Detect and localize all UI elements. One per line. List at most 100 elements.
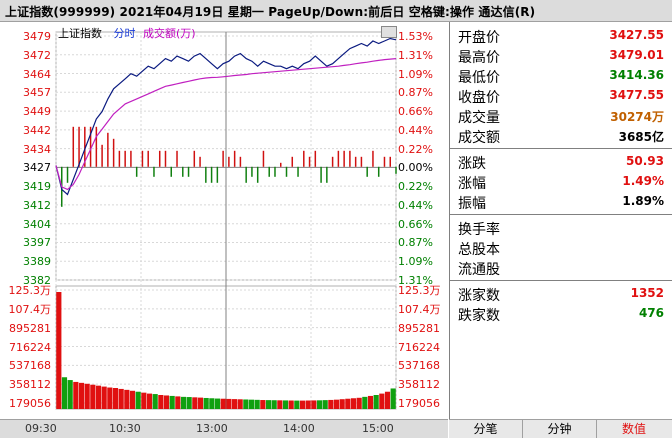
quote-label: 流通股 bbox=[458, 262, 500, 278]
time-tick-label: 15:00 bbox=[362, 422, 394, 435]
price-axis-label: 3419 bbox=[23, 180, 51, 194]
quote-row-amplitude: 振幅 1.89% bbox=[450, 192, 667, 212]
quote-value: 1352 bbox=[630, 286, 664, 300]
time-tick-label: 09:30 bbox=[25, 422, 57, 435]
quote-row-float-shares: 流通股 bbox=[450, 258, 667, 278]
time-tick-label: 10:30 bbox=[109, 422, 141, 435]
quote-label: 最高价 bbox=[458, 50, 500, 66]
quote-row-volume: 成交量 30274万 bbox=[450, 106, 667, 126]
quote-value: 1.89% bbox=[622, 194, 664, 208]
chart-canvas[interactable] bbox=[0, 22, 448, 419]
quote-row-close: 收盘价 3477.55 bbox=[450, 86, 667, 106]
volume-axis-label: 125.3万 bbox=[8, 284, 52, 297]
quote-value: 3685亿 bbox=[618, 130, 664, 144]
volume-axis-label: 358112 bbox=[9, 378, 51, 392]
price-axis-label: 3434 bbox=[23, 142, 51, 156]
time-tick-label: 14:00 bbox=[283, 422, 315, 435]
divider bbox=[450, 148, 672, 149]
price-axis-label: 3389 bbox=[23, 255, 51, 269]
volume-axis-label: 107.4万 bbox=[8, 302, 52, 316]
quote-label: 总股本 bbox=[458, 242, 500, 258]
price-axis-label: 3382 bbox=[23, 274, 51, 287]
price-axis-label: 3464 bbox=[23, 67, 51, 81]
chart-legend: 上证指数 分时 成交额(万) bbox=[58, 25, 196, 41]
quote-row-down-count: 跌家数 476 bbox=[450, 304, 667, 324]
quote-value: 1.49% bbox=[622, 174, 664, 188]
quote-panel: 开盘价 3427.55 最高价 3479.01 最低价 3414.36 收盘价 … bbox=[449, 22, 672, 419]
volume-axis-label-right: 358112 bbox=[398, 378, 440, 392]
price-line bbox=[55, 58, 397, 191]
divider bbox=[450, 214, 672, 215]
quote-value: 476 bbox=[638, 306, 664, 320]
volume-axis-label: 537168 bbox=[9, 359, 51, 373]
quote-label: 最低价 bbox=[458, 70, 500, 86]
price-axis-label: 3449 bbox=[23, 105, 51, 119]
quote-value: 3414.36 bbox=[609, 68, 664, 82]
price-axis-label: 3479 bbox=[23, 30, 51, 43]
window-title: 上证指数(999999) 2021年04月19日 星期一 PageUp/Down… bbox=[5, 5, 536, 19]
quote-value: 50.93 bbox=[626, 154, 664, 168]
title-bar: 上证指数(999999) 2021年04月19日 星期一 PageUp/Down… bbox=[0, 0, 672, 22]
quote-row-total-shares: 总股本 bbox=[450, 238, 667, 258]
quote-label: 跌家数 bbox=[458, 308, 500, 324]
pct-axis-label: 0.87% bbox=[398, 86, 433, 100]
quote-label: 收盘价 bbox=[458, 90, 500, 106]
quote-row-high: 最高价 3479.01 bbox=[450, 46, 667, 66]
quote-label: 成交额 bbox=[458, 130, 500, 146]
time-axis: 09:30 10:30 13:00 14:00 15:00 bbox=[0, 419, 448, 438]
price-axis-label: 3457 bbox=[23, 86, 51, 100]
volume-axis-label-right: 107.4万 bbox=[398, 302, 441, 316]
tab-minutes[interactable]: 分钟 bbox=[523, 420, 597, 438]
intraday-chart[interactable]: 上证指数 分时 成交额(万) 3479 1.53% 3472 1.31% 3464 1.0… bbox=[0, 22, 448, 419]
quote-value: 30274万 bbox=[610, 110, 664, 124]
volume-axis-label-right: 895281 bbox=[398, 321, 440, 335]
pct-axis-label: 0.44% bbox=[398, 123, 433, 137]
legend-mode: 分时 bbox=[113, 27, 136, 40]
chart-scroll-button[interactable] bbox=[381, 26, 397, 38]
pct-axis-label: 0.22% bbox=[398, 180, 433, 194]
pct-axis-label: 0.87% bbox=[398, 236, 433, 250]
quote-row-pct: 涨幅 1.49% bbox=[450, 172, 667, 192]
quote-label: 涨家数 bbox=[458, 288, 500, 304]
quote-row-up-count: 涨家数 1352 bbox=[450, 284, 667, 304]
quote-value: 3479.01 bbox=[609, 48, 664, 62]
volume-axis-label: 716224 bbox=[9, 340, 51, 354]
pct-axis-label: 1.31% bbox=[398, 48, 433, 62]
quote-label: 涨幅 bbox=[458, 176, 486, 192]
pct-axis-label: 0.66% bbox=[398, 105, 433, 119]
pct-axis-label: 0.44% bbox=[398, 198, 433, 212]
volume-axis-label-right: 537168 bbox=[398, 359, 440, 373]
price-axis-label: 3442 bbox=[23, 123, 51, 137]
quote-label: 换手率 bbox=[458, 222, 500, 238]
volume-axis-label-right: 179056 bbox=[398, 397, 440, 410]
quote-row-change: 涨跌 50.93 bbox=[450, 152, 667, 172]
quote-value: 3477.55 bbox=[609, 88, 664, 102]
price-axis-label: 3472 bbox=[23, 48, 51, 62]
tab-values[interactable]: 数值 bbox=[621, 422, 646, 436]
quote-row-amount: 成交额 3685亿 bbox=[450, 126, 667, 146]
volume-axis-label: 895281 bbox=[9, 321, 51, 335]
quote-row-open: 开盘价 3427.55 bbox=[450, 26, 667, 46]
quote-label: 开盘价 bbox=[458, 30, 500, 46]
quote-label: 成交量 bbox=[458, 110, 500, 126]
price-axis-label: 3404 bbox=[23, 217, 51, 231]
pct-axis-label: 0.22% bbox=[398, 142, 433, 156]
legend-volume: 成交额(万) bbox=[143, 27, 196, 40]
quote-row-turnover: 换手率 bbox=[450, 218, 667, 238]
pct-axis-label: 0.66% bbox=[398, 217, 433, 231]
quote-row-low: 最低价 3414.36 bbox=[450, 66, 667, 86]
tab-ticks[interactable]: 分笔 bbox=[449, 420, 523, 438]
pct-axis-label: 1.31% bbox=[398, 274, 433, 287]
volume-axis-label-right: 716224 bbox=[398, 340, 440, 354]
pct-axis-label: 1.53% bbox=[398, 30, 433, 43]
legend-index-name: 上证指数 bbox=[58, 27, 102, 40]
price-axis-label: 3412 bbox=[23, 198, 51, 212]
quote-label: 振幅 bbox=[458, 196, 486, 212]
pct-axis-label: 1.09% bbox=[398, 67, 433, 81]
pct-axis-label: 0.00% bbox=[398, 161, 433, 175]
volume-axis-label-right: 125.3万 bbox=[398, 284, 441, 297]
price-axis-label: 3397 bbox=[23, 236, 51, 250]
time-tick-label: 13:00 bbox=[196, 422, 228, 435]
panel-tabs: 分笔 分钟 数值 bbox=[449, 419, 672, 438]
divider bbox=[450, 280, 672, 281]
